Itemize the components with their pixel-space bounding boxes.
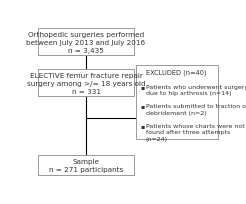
FancyBboxPatch shape — [38, 70, 134, 97]
Text: EXCLUDED (n=40): EXCLUDED (n=40) — [146, 69, 207, 76]
FancyBboxPatch shape — [38, 155, 134, 175]
Text: Patients submitted to traction or
debridement (n=2): Patients submitted to traction or debrid… — [146, 104, 246, 115]
Text: ELECTIVE femur fracture repair
surgery among >/= 18 years old
n = 331: ELECTIVE femur fracture repair surgery a… — [27, 72, 145, 94]
Text: ▪: ▪ — [141, 84, 145, 89]
Text: Orthopedic surgeries performed
between July 2013 and July 2016
n = 3,435: Orthopedic surgeries performed between J… — [27, 32, 146, 53]
Text: Patients whose charts were not
found after three attempts
(n=24): Patients whose charts were not found aft… — [146, 123, 244, 141]
Text: Sample
n = 271 participants: Sample n = 271 participants — [49, 158, 123, 172]
Text: ▪: ▪ — [141, 123, 145, 128]
FancyBboxPatch shape — [136, 65, 218, 139]
Text: ▪: ▪ — [141, 104, 145, 109]
Text: Patients who underwent surgery
due to hip arthrosis (n=14): Patients who underwent surgery due to hi… — [146, 84, 246, 95]
FancyBboxPatch shape — [38, 29, 134, 56]
